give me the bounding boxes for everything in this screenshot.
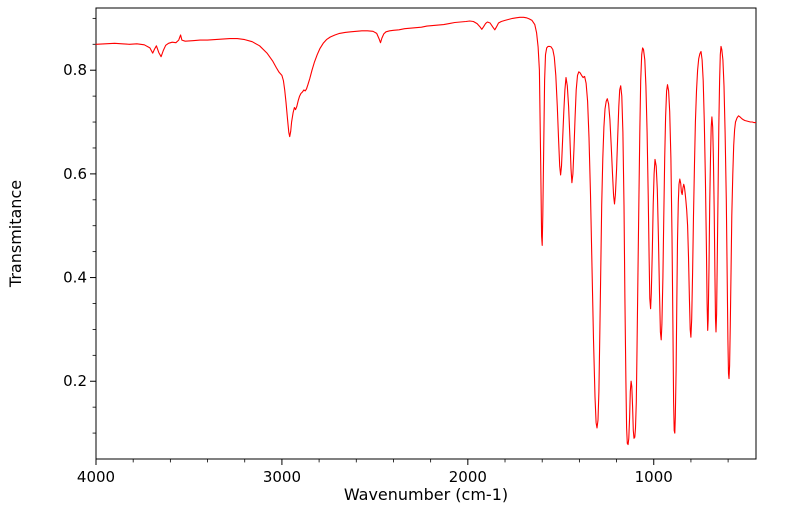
y-tick-label: 0.4 bbox=[63, 269, 87, 287]
spectrum-series bbox=[95, 16, 757, 446]
y-tick-label: 0.8 bbox=[63, 61, 87, 79]
x-tick-label: 1000 bbox=[635, 468, 673, 486]
y-axis-ticks: 0.2 0.4 0.6 0.8 bbox=[63, 17, 96, 434]
x-tick-label: 4000 bbox=[77, 468, 115, 486]
x-axis-label: Wavenumber (cm-1) bbox=[344, 485, 508, 504]
y-tick-label: 0.6 bbox=[63, 165, 87, 183]
x-tick-label: 2000 bbox=[449, 468, 487, 486]
y-tick-label: 0.2 bbox=[63, 372, 87, 390]
spectrum-line bbox=[95, 16, 757, 446]
y-axis-label: Transmitance bbox=[6, 180, 25, 288]
plot-frame bbox=[95, 7, 757, 460]
x-tick-label: 3000 bbox=[263, 468, 301, 486]
x-axis-ticks: 4000 3000 2000 1000 bbox=[77, 459, 729, 486]
